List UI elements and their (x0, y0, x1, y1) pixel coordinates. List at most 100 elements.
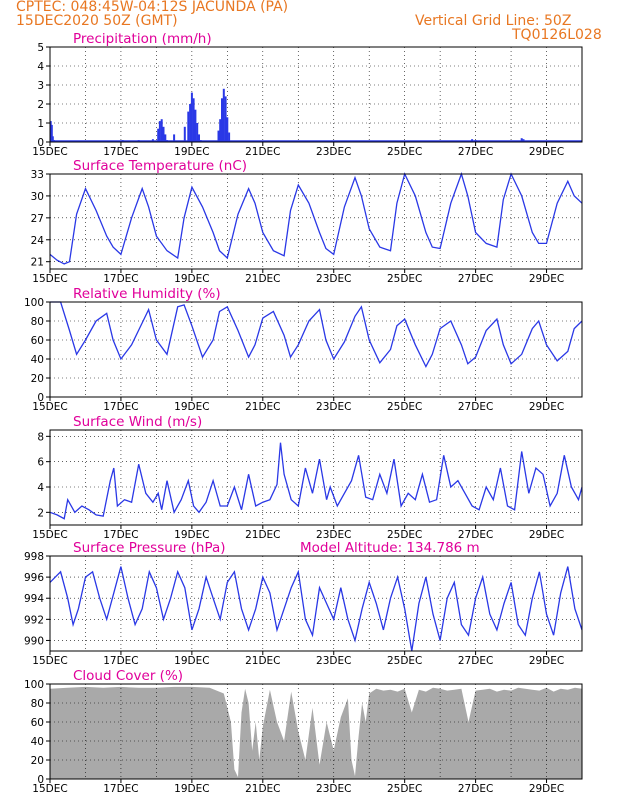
header-code: TQ0126L028 (512, 27, 602, 43)
y-tick-label: 4 (37, 482, 44, 494)
x-tick-label: 21DEC (245, 783, 280, 795)
y-tick-label: 0 (37, 392, 44, 404)
y-tick-label: 996 (24, 572, 44, 584)
x-tick-label: 21DEC (245, 273, 280, 285)
x-tick-label: 27DEC (458, 655, 493, 667)
y-tick-label: 3 (37, 80, 44, 92)
temp-series-line (49, 171, 583, 265)
x-tick-label: 29DEC (529, 273, 564, 285)
precip-bar (222, 88, 225, 142)
x-tick-label: 19DEC (174, 655, 209, 667)
x-tick-label: 23DEC (316, 529, 351, 541)
pressure-series-line (49, 566, 583, 652)
precip-title: Precipitation (mm/h) (73, 31, 212, 47)
x-tick-label: 17DEC (103, 655, 138, 667)
header-station: CPTEC: 048:45W-04:12S JACUNDA (PA) (16, 0, 289, 15)
y-tick-label: 100 (24, 679, 44, 691)
x-tick-label: 29DEC (529, 655, 564, 667)
precip-bar (189, 104, 192, 142)
x-tick-label: 17DEC (103, 273, 138, 285)
wind-panel: 2 4 6 8 15DEC 17DEC 19DEC 21DEC 23DEC 25DEC 27DEC 2… (32, 414, 583, 541)
precip-bar (160, 119, 163, 142)
x-tick-label: 23DEC (316, 655, 351, 667)
precip-bar (217, 130, 220, 142)
precip-bar (226, 117, 229, 142)
precip-bar (187, 111, 190, 142)
x-tick-label: 15DEC (32, 401, 67, 413)
x-tick-label: 19DEC (174, 273, 209, 285)
x-tick-label: 25DEC (387, 273, 422, 285)
y-tick-label: 2 (37, 99, 44, 111)
x-tick-label: 25DEC (387, 401, 422, 413)
y-tick-label: 100 (24, 297, 44, 309)
temp-panel: 21 24 27 30 33 15DEC 17DEC 19DEC 21DEC 23DEC 25DEC… (31, 158, 583, 285)
rh-title: Relative Humidity (%) (73, 286, 221, 302)
precip-bar (196, 123, 199, 142)
x-tick-label: 15DEC (32, 146, 67, 158)
precip-bar (183, 126, 186, 142)
y-tick-label: 60 (31, 335, 44, 347)
x-tick-label: 21DEC (245, 655, 280, 667)
x-tick-label: 25DEC (387, 146, 422, 158)
x-tick-label: 19DEC (174, 401, 209, 413)
y-tick-label: 5 (37, 42, 44, 54)
y-tick-label: 992 (24, 614, 44, 626)
precip-bar (520, 138, 523, 142)
y-tick-label: 40 (31, 736, 44, 748)
rh-series-line (50, 301, 583, 369)
precip-bar (173, 134, 176, 142)
cloud-title: Cloud Cover (%) (73, 668, 183, 684)
x-tick-label: 27DEC (458, 401, 493, 413)
x-tick-label: 27DEC (458, 273, 493, 285)
header-date: 15DEC2020 50Z (GMT) (16, 13, 178, 29)
precip-bar (157, 128, 160, 142)
precip-bar (51, 136, 54, 142)
x-tick-label: 29DEC (529, 529, 564, 541)
x-tick-label: 19DEC (174, 146, 209, 158)
precip-bar (162, 126, 165, 142)
y-tick-label: 2 (37, 507, 44, 519)
cloud-area (50, 686, 582, 779)
x-tick-label: 29DEC (529, 146, 564, 158)
x-tick-label: 19DEC (174, 529, 209, 541)
wind-series-line (49, 442, 583, 520)
x-tick-label: 21DEC (245, 401, 280, 413)
y-tick-label: 8 (37, 431, 44, 443)
precip-panel: 0 1 2 3 4 5 15DEC 17DEC 19DEC 21DEC 23DEC 25DEC 27DE… (32, 31, 583, 158)
x-tick-label: 17DEC (103, 146, 138, 158)
precip-bar (221, 98, 223, 142)
y-tick-label: 998 (24, 551, 44, 563)
precip-bar (190, 92, 193, 142)
x-tick-label: 23DEC (316, 146, 351, 158)
precip-bar (194, 109, 197, 142)
model-altitude-label: Model Altitude: 134.786 m (300, 540, 480, 556)
wind-title: Surface Wind (m/s) (73, 414, 202, 430)
wind-frame (49, 429, 583, 526)
rh-panel: 0 20 40 60 80 100 15DEC 17DEC 19DEC 21DEC 23DEC 25D… (24, 286, 583, 413)
y-tick-label: 40 (31, 354, 44, 366)
y-tick-label: 30 (31, 191, 44, 203)
x-tick-label: 15DEC (32, 273, 67, 285)
precip-bar (158, 121, 161, 142)
pressure-panel: 990 992 994 996 998 15DEC 17DEC 19DEC 21DEC 23DEC… (24, 540, 583, 667)
y-tick-label: 20 (31, 373, 44, 385)
precip-bar (228, 132, 231, 142)
y-tick-label: 27 (31, 213, 44, 225)
y-tick-label: 24 (31, 235, 45, 247)
x-tick-label: 17DEC (103, 401, 138, 413)
y-tick-label: 6 (37, 457, 44, 469)
cloud-panel: 0 20 40 60 80 100 15DEC 17DEC 19DEC 21DEC 23DEC 25D… (24, 668, 583, 795)
precip-bar (224, 96, 227, 142)
precip-bar (49, 121, 52, 142)
y-tick-label: 1 (37, 118, 44, 130)
x-tick-label: 23DEC (316, 783, 351, 795)
temp-frame (49, 173, 583, 270)
x-tick-label: 23DEC (316, 273, 351, 285)
y-tick-label: 80 (31, 316, 44, 328)
temp-title: Surface Temperature (nC) (73, 158, 247, 174)
precip-bar (198, 134, 200, 142)
precip-bar (192, 98, 195, 142)
y-tick-label: 990 (24, 635, 44, 647)
y-tick-label: 21 (31, 257, 44, 269)
